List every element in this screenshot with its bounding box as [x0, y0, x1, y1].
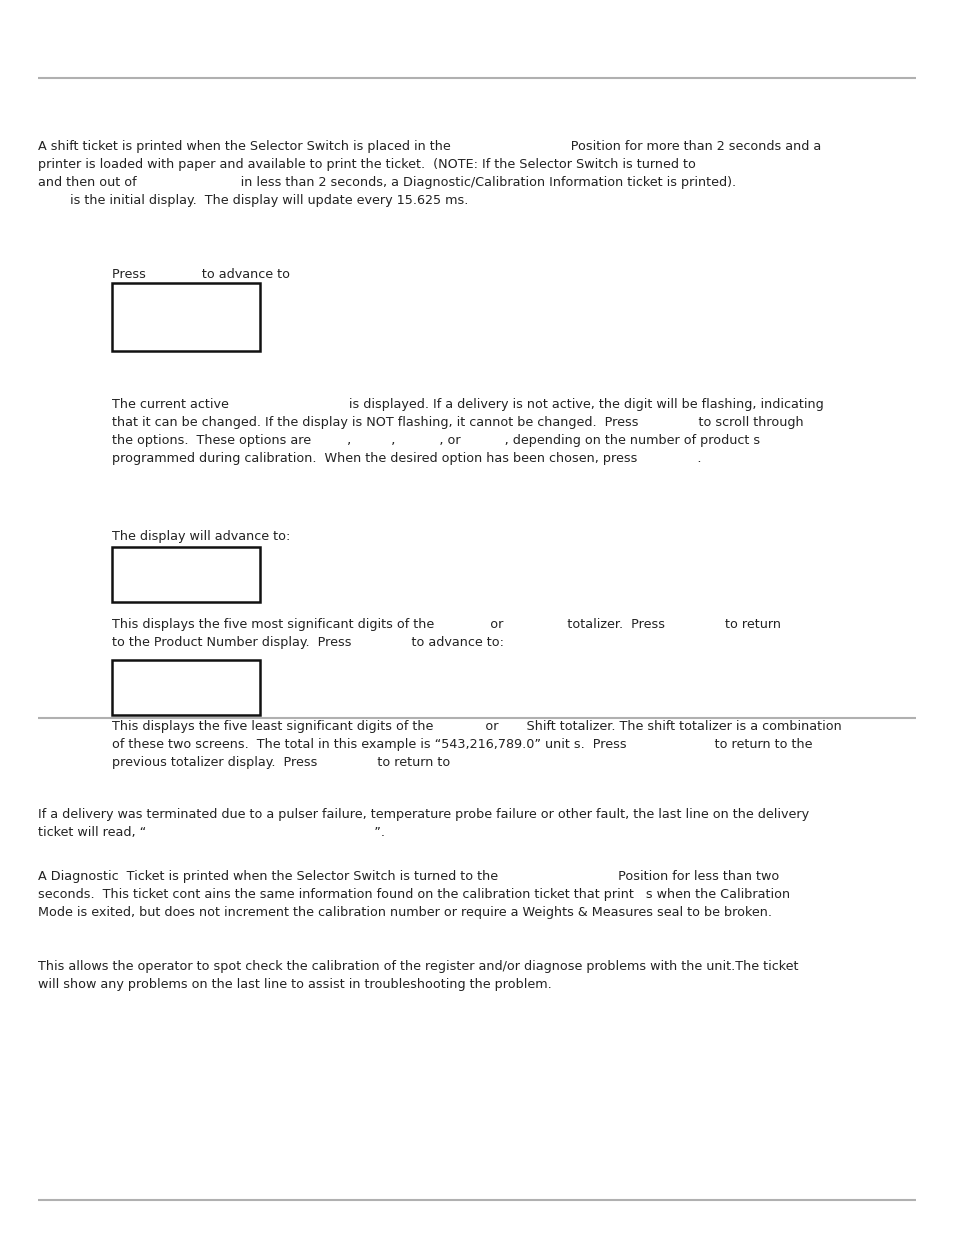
Text: Press              to advance to: Press to advance to [112, 268, 290, 282]
Text: A shift ticket is printed when the Selector Switch is placed in the             : A shift ticket is printed when the Selec… [38, 140, 821, 207]
Text: This displays the five least significant digits of the             or       Shif: This displays the five least significant… [112, 720, 841, 769]
Text: This allows the operator to spot check the calibration of the register and/or di: This allows the operator to spot check t… [38, 960, 798, 990]
Text: This displays the five most significant digits of the              or           : This displays the five most significant … [112, 618, 781, 650]
Text: If a delivery was terminated due to a pulser failure, temperature probe failure : If a delivery was terminated due to a pu… [38, 808, 808, 839]
Bar [112, 283, 260, 351]
Text: The display will advance to:: The display will advance to: [112, 530, 290, 543]
Text: The current active                              is displayed. If a delivery is n: The current active is displayed. If a de… [112, 398, 822, 466]
Bar [112, 659, 260, 715]
Text: A Diagnostic  Ticket is printed when the Selector Switch is turned to the       : A Diagnostic Ticket is printed when the … [38, 869, 789, 919]
Bar [112, 547, 260, 601]
